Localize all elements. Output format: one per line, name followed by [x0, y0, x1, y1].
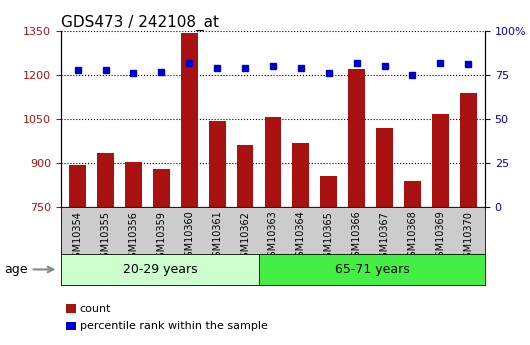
Bar [153, 169, 170, 207]
Text: age: age [4, 263, 28, 276]
Bar [293, 143, 309, 207]
Text: GSM10363: GSM10363 [268, 211, 278, 264]
Text: GDS473 / 242108_at: GDS473 / 242108_at [61, 15, 219, 31]
Bar [404, 181, 421, 207]
Bar [432, 114, 449, 207]
Text: GSM10368: GSM10368 [408, 211, 418, 264]
Text: GSM10356: GSM10356 [128, 211, 138, 264]
Bar [259, 254, 485, 285]
Bar [69, 165, 86, 207]
Text: GSM10364: GSM10364 [296, 211, 306, 264]
Bar [61, 254, 259, 285]
Bar [376, 128, 393, 207]
Bar [97, 153, 114, 207]
Text: GSM10360: GSM10360 [184, 211, 195, 264]
Text: GSM10367: GSM10367 [379, 211, 390, 264]
Text: 65-71 years: 65-71 years [334, 263, 409, 276]
Text: GSM10361: GSM10361 [212, 211, 222, 264]
Text: 20-29 years: 20-29 years [122, 263, 197, 276]
Text: GSM10359: GSM10359 [156, 211, 166, 264]
Bar [125, 162, 142, 207]
Text: GSM10355: GSM10355 [101, 211, 111, 264]
Bar [320, 176, 337, 207]
Text: GSM10354: GSM10354 [73, 211, 83, 264]
Text: GSM10366: GSM10366 [351, 211, 361, 264]
Bar [460, 92, 476, 207]
Bar [348, 69, 365, 207]
Text: GSM10370: GSM10370 [463, 211, 473, 264]
Text: GSM10362: GSM10362 [240, 211, 250, 264]
Text: percentile rank within the sample: percentile rank within the sample [80, 321, 267, 331]
Bar [181, 32, 198, 207]
Bar [209, 121, 226, 207]
Bar [237, 146, 253, 207]
Text: GSM10369: GSM10369 [435, 211, 445, 264]
Text: GSM10365: GSM10365 [324, 211, 334, 264]
Bar [264, 117, 281, 207]
Text: count: count [80, 304, 111, 314]
